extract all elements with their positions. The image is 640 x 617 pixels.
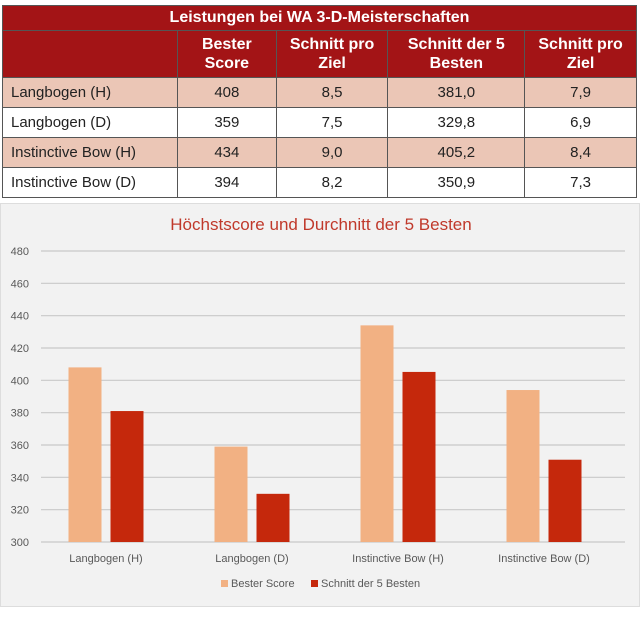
table-cell: 394 (177, 167, 277, 198)
bar-bester (68, 367, 102, 542)
y-tick-label: 320 (11, 505, 29, 517)
table-cell: 9,0 (275, 137, 389, 168)
table-cell: 350,9 (387, 167, 526, 198)
table-cell: 8,5 (275, 77, 389, 108)
y-tick-label: 380 (11, 408, 29, 420)
header-bester-score: Bester Score (177, 30, 277, 78)
y-tick-label: 480 (11, 246, 29, 258)
y-tick-label: 400 (11, 375, 29, 387)
bar-schnitt (402, 371, 436, 542)
table-row: Langbogen (D) 359 7,5 329,8 6,9 (2, 107, 637, 138)
table-cell: 7,5 (275, 107, 389, 138)
table-cell: 405,2 (387, 137, 526, 168)
table-cell: 359 (177, 107, 277, 138)
x-tick-label: Instinctive Bow (H) (352, 553, 444, 565)
header-schnitt-pro-ziel: Schnitt pro Ziel (275, 30, 389, 78)
table-title: Leistungen bei WA 3-D-Meisterschaften (2, 5, 637, 31)
table-row: Instinctive Bow (H) 434 9,0 405,2 8,4 (2, 137, 637, 168)
x-tick-label: Instinctive Bow (D) (498, 553, 590, 565)
x-tick-label: Langbogen (H) (69, 553, 142, 565)
x-tick-label: Langbogen (D) (215, 553, 288, 565)
row-label: Instinctive Bow (H) (2, 137, 178, 168)
table-cell: 381,0 (387, 77, 526, 108)
table-cell: 7,9 (524, 77, 637, 108)
table-row: Langbogen (H) 408 8,5 381,0 7,9 (2, 77, 637, 108)
header-empty (2, 30, 178, 78)
bar-schnitt (256, 493, 290, 542)
bar-bester (506, 390, 540, 542)
bar-schnitt (548, 459, 582, 542)
bar-bester (214, 446, 248, 542)
bar-chart: Höchstscore und Durchnitt der 5 Besten 3… (11, 215, 625, 590)
table-cell: 7,3 (524, 167, 637, 198)
y-tick-label: 460 (11, 278, 29, 290)
header-schnitt-5-besten: Schnitt der 5 Besten (387, 30, 526, 78)
chart-panel: Höchstscore und Durchnitt der 5 Besten 3… (0, 203, 640, 607)
row-label: Langbogen (D) (2, 107, 178, 138)
results-table: Leistungen bei WA 3-D-Meisterschaften Be… (2, 5, 637, 198)
row-label: Langbogen (H) (2, 77, 178, 108)
table-cell: 8,4 (524, 137, 637, 168)
y-tick-label: 300 (11, 537, 29, 549)
header-schnitt-pro-ziel-2: Schnitt pro Ziel (524, 30, 637, 78)
row-label: Instinctive Bow (D) (2, 167, 178, 198)
table-cell: 6,9 (524, 107, 637, 138)
legend-swatch (311, 580, 318, 587)
table-row: Instinctive Bow (D) 394 8,2 350,9 7,3 (2, 167, 637, 198)
chart-title: Höchstscore und Durchnitt der 5 Besten (170, 215, 471, 234)
bar-bester (360, 325, 394, 542)
table-cell: 434 (177, 137, 277, 168)
legend-label: Bester Score (231, 578, 295, 590)
y-tick-label: 360 (11, 440, 29, 452)
legend-swatch (221, 580, 228, 587)
y-tick-label: 420 (11, 343, 29, 355)
y-tick-label: 440 (11, 311, 29, 323)
table-cell: 8,2 (275, 167, 389, 198)
table-cell: 329,8 (387, 107, 526, 138)
legend-label: Schnitt der 5 Besten (321, 578, 420, 590)
table-cell: 408 (177, 77, 277, 108)
bar-schnitt (110, 411, 144, 542)
y-tick-label: 340 (11, 472, 29, 484)
